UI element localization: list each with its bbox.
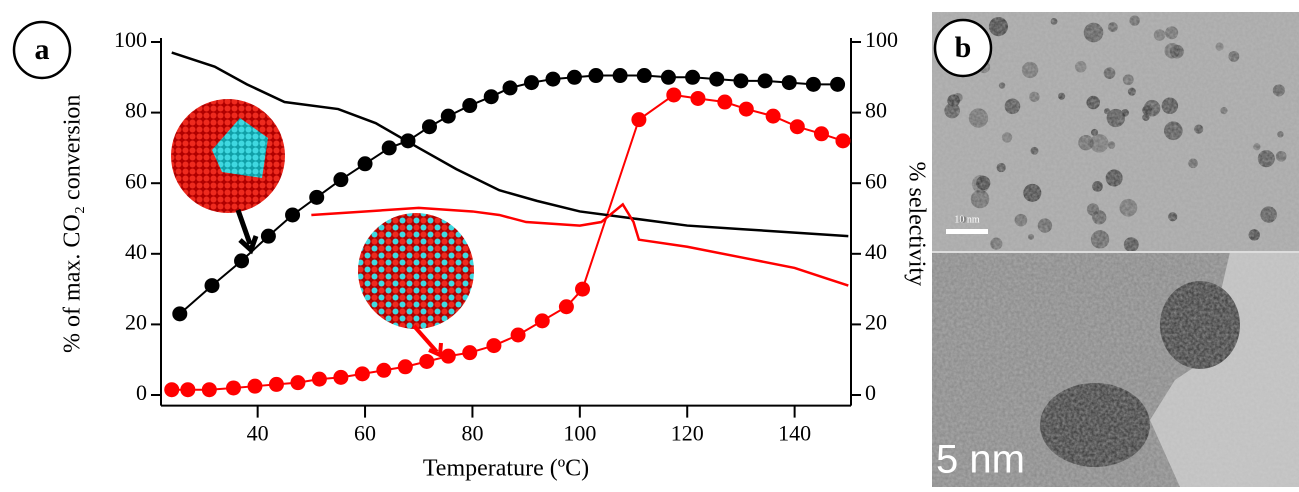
y2-tick-label: 40 bbox=[865, 239, 887, 264]
data-point bbox=[813, 126, 829, 142]
data-point bbox=[510, 327, 526, 343]
data-point bbox=[789, 119, 805, 135]
data-point bbox=[440, 108, 456, 124]
scale-text-bottom: 5 nm bbox=[936, 438, 1025, 482]
data-point bbox=[483, 89, 499, 105]
data-point bbox=[566, 69, 582, 85]
data-point bbox=[376, 362, 392, 378]
data-point bbox=[545, 71, 561, 87]
x-tick-label: 100 bbox=[563, 421, 596, 446]
data-point bbox=[180, 382, 196, 398]
plot-area: 0 20 40 60 80 100 0 20 40 60 80 100 40 60 80 100 120 140 T… bbox=[60, 27, 930, 481]
panel-badge bbox=[933, 18, 993, 78]
series-line bbox=[311, 202, 849, 287]
data-point bbox=[309, 189, 325, 205]
data-point bbox=[285, 207, 301, 223]
x-tick-label: 80 bbox=[461, 421, 483, 446]
data-point bbox=[462, 345, 478, 361]
data-point bbox=[268, 376, 284, 392]
x-tick-label: 120 bbox=[671, 421, 704, 446]
y-tick-label: 20 bbox=[125, 309, 147, 334]
panel-label: b bbox=[955, 31, 972, 64]
data-point bbox=[534, 313, 550, 329]
particle-inset-alloy bbox=[358, 213, 474, 358]
panel-badge bbox=[12, 20, 72, 80]
y-tick-label: 100 bbox=[114, 27, 147, 52]
data-point bbox=[164, 382, 180, 398]
data-point bbox=[333, 172, 349, 188]
data-point bbox=[247, 378, 263, 394]
data-point bbox=[830, 76, 846, 92]
scale-text-top: 10 nm bbox=[954, 214, 980, 225]
data-point bbox=[172, 306, 188, 322]
data-point bbox=[588, 68, 604, 84]
data-point bbox=[805, 76, 821, 92]
data-point bbox=[666, 87, 682, 103]
data-point bbox=[462, 98, 478, 114]
y2-tick-label: 0 bbox=[865, 380, 876, 405]
data-point bbox=[631, 112, 647, 128]
particle-inset-core-shell bbox=[171, 99, 285, 255]
data-point bbox=[486, 338, 502, 354]
data-point bbox=[502, 80, 518, 96]
y2-axis-label: % selectivity bbox=[903, 161, 929, 286]
data-point bbox=[835, 133, 851, 149]
data-point bbox=[204, 278, 220, 294]
data-point bbox=[225, 380, 241, 396]
data-point bbox=[685, 69, 701, 85]
x-tick-label: 140 bbox=[778, 421, 811, 446]
data-point bbox=[201, 382, 217, 398]
y-tick-label: 40 bbox=[125, 239, 147, 264]
data-point bbox=[636, 68, 652, 84]
data-point bbox=[440, 348, 456, 364]
panel-label: a bbox=[35, 33, 50, 66]
data-point bbox=[357, 156, 373, 172]
data-point bbox=[717, 94, 733, 110]
y2-tick-label: 100 bbox=[865, 27, 898, 52]
y-tick-label: 0 bbox=[136, 380, 147, 405]
data-point bbox=[381, 140, 397, 156]
data-point bbox=[419, 353, 435, 369]
data-point bbox=[397, 359, 413, 375]
data-point bbox=[757, 73, 773, 89]
data-point bbox=[660, 69, 676, 85]
data-point bbox=[733, 73, 749, 89]
data-point bbox=[290, 375, 306, 391]
data-point bbox=[709, 71, 725, 87]
y-tick-label: 80 bbox=[125, 98, 147, 123]
data-point bbox=[738, 101, 754, 117]
data-point bbox=[234, 253, 250, 269]
data-point bbox=[765, 108, 781, 124]
data-point bbox=[260, 228, 276, 244]
series-line bbox=[171, 51, 849, 238]
data-point bbox=[558, 299, 574, 315]
data-point bbox=[333, 369, 349, 385]
data-point bbox=[524, 75, 540, 91]
data-point bbox=[575, 281, 591, 297]
data-point bbox=[354, 366, 370, 382]
scale-bar-top bbox=[946, 229, 988, 234]
data-point bbox=[781, 75, 797, 91]
x-tick-label: 60 bbox=[354, 421, 376, 446]
y-tick-label: 60 bbox=[125, 168, 147, 193]
series-line bbox=[179, 74, 838, 315]
data-point bbox=[690, 90, 706, 106]
data-point bbox=[612, 68, 628, 84]
x-tick-label: 40 bbox=[247, 421, 269, 446]
y2-tick-label: 60 bbox=[865, 168, 887, 193]
micrograph bbox=[932, 12, 1299, 487]
data-point bbox=[311, 371, 327, 387]
x-axis-label: Temperature (ºC) bbox=[423, 456, 589, 482]
y2-tick-label: 80 bbox=[865, 98, 887, 123]
data-point bbox=[421, 119, 437, 135]
y2-tick-label: 20 bbox=[865, 309, 887, 334]
y-axis-label: % of max. CO₂ conversion bbox=[60, 95, 86, 353]
